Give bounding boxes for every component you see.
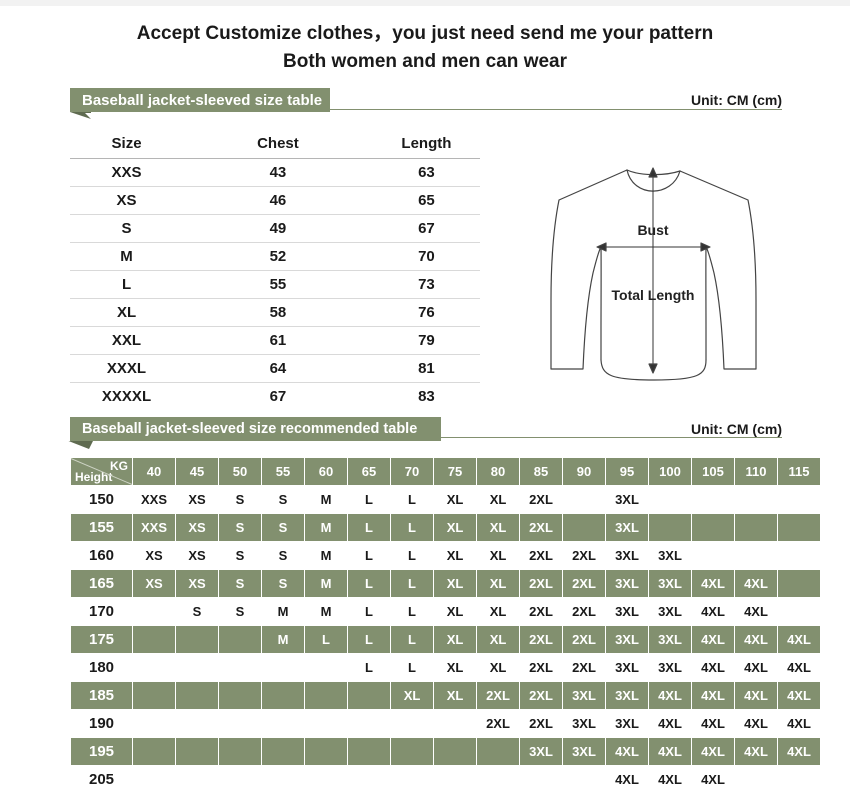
svg-text:Total Length: Total Length: [612, 287, 695, 303]
svg-text:Bust: Bust: [637, 222, 668, 238]
